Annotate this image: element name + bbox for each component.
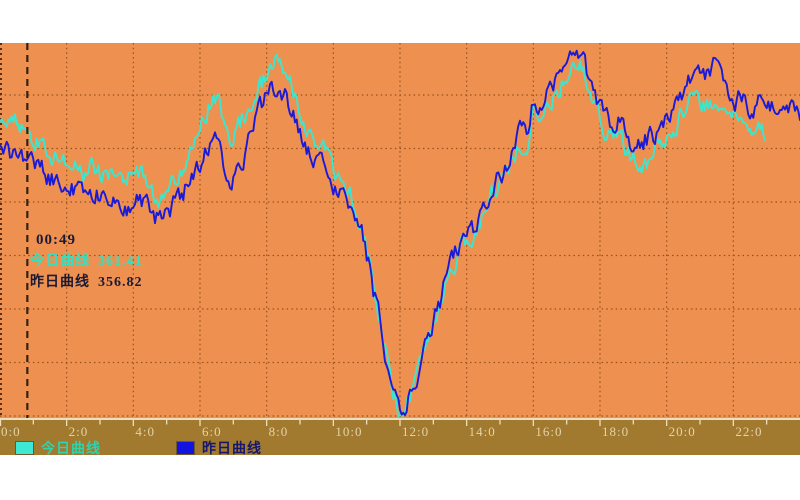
x-axis-label: 18:0 [602,424,630,439]
top-margin [0,0,800,43]
x-axis-label: 12:0 [402,424,430,439]
legend-item-yesterday[interactable]: 昨日曲线 [177,438,262,458]
today-swatch-icon [16,442,33,454]
x-axis-label: 4:0 [135,424,155,439]
x-axis-band: 0:0 2:0 4:0 6:0 8:0 10:0 12:0 14:0 16:0 18:0 20:0 2… [0,418,800,457]
yesterday-swatch-icon [177,442,194,454]
x-axis-label: 14:0 [468,424,496,439]
plot-area[interactable]: 00:49 今日曲线 361.41 昨日曲线 356.82 [0,43,800,418]
legend: 今日曲线 昨日曲线 [0,438,800,457]
x-axis-label: 16:0 [535,424,563,439]
legend-today-label: 今日曲线 [41,442,101,457]
x-axis-label: 22:0 [735,424,763,439]
curve-yesterday [0,49,800,417]
x-axis-label: 8:0 [268,424,289,439]
bottom-margin [0,455,800,500]
x-axis-label: 20:0 [668,424,696,439]
x-axis-label: 6:0 [202,424,222,439]
legend-yesterday-label: 昨日曲线 [202,442,262,457]
x-axis-label: 2:0 [68,424,89,439]
x-axis-label: 0:0 [1,424,21,439]
plot-background [0,43,800,418]
legend-item-today[interactable]: 今日曲线 [16,438,101,458]
plot-svg [0,43,800,418]
x-axis-label: 10:0 [335,424,363,439]
x-axis-ticks [0,420,768,426]
